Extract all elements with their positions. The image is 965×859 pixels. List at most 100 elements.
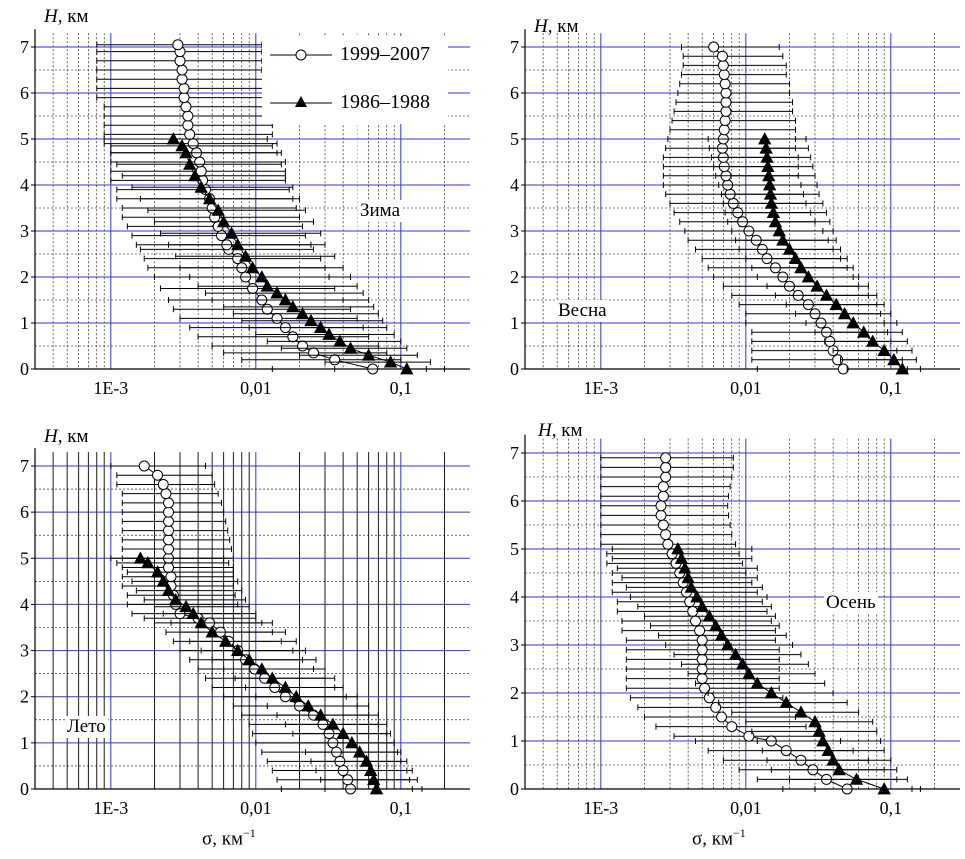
data-point-triangle	[678, 561, 692, 574]
data-point-triangle	[336, 726, 350, 740]
data-point-circle	[271, 312, 283, 324]
y-axis-unit: , км	[551, 420, 583, 441]
y-axis-unit: , км	[547, 16, 579, 37]
data-point-circle	[163, 562, 175, 574]
y-tick-label: 6	[20, 83, 29, 103]
x-axis-unit: , км	[212, 828, 244, 850]
panel-bottom-left: 0 1 2 3 4 5 6 7 1E-3 0,01 0,1	[20, 448, 470, 818]
x-tick-label: 1E-3	[583, 798, 618, 818]
data-point-circle	[174, 55, 186, 67]
x-axis-unit-exponent: −1	[733, 826, 746, 840]
data-point-triangle	[690, 590, 704, 603]
data-point-triangle	[695, 599, 709, 612]
data-point-triangle	[333, 334, 347, 347]
legend-marker-triangle	[270, 96, 332, 107]
x-tick-label: 0,1	[390, 798, 413, 818]
data-point-triangle	[359, 754, 374, 767]
data-point-circle	[696, 634, 708, 646]
data-point-circle	[719, 78, 731, 90]
x-tick-label: 0,01	[240, 798, 272, 818]
data-point-circle	[703, 692, 715, 704]
data-point-triangle	[816, 734, 830, 747]
data-point-circle	[690, 615, 702, 627]
data-point-circle	[720, 105, 732, 117]
data-point-triangle	[714, 628, 729, 641]
data-point-triangle	[684, 580, 698, 593]
data-point-triangle	[295, 306, 310, 320]
data-point-circle	[163, 506, 175, 518]
panel-top-left: 0 1 2 3 4 5 6 7 1E-3 0,01 0,1	[20, 29, 470, 398]
data-point-circle	[726, 721, 738, 733]
y-tick-label: 5	[20, 548, 29, 568]
data-point-triangle	[760, 150, 774, 163]
data-point-triangle	[808, 714, 822, 728]
x-tick-label: 0,1	[880, 798, 903, 818]
data-point-triangle	[849, 772, 864, 785]
x-tick-label: 1E-3	[93, 798, 128, 818]
data-point-circle	[160, 488, 172, 500]
data-point-triangle	[788, 251, 803, 265]
data-point-circle	[657, 519, 669, 531]
data-point-circle	[696, 644, 708, 656]
data-point-triangle	[877, 343, 891, 357]
data-point-triangle	[216, 214, 231, 228]
y-tick-label: 1	[20, 733, 29, 753]
data-point-triangle	[801, 270, 816, 283]
data-point-circle	[743, 730, 755, 742]
data-point-circle	[717, 59, 729, 71]
data-point-triangle	[768, 214, 783, 228]
y-tick-label: 2	[20, 267, 29, 287]
data-point-triangle	[301, 699, 315, 712]
data-point-triangle	[721, 638, 735, 651]
data-point-triangle	[304, 313, 318, 327]
x-axis-variable: σ	[692, 828, 703, 850]
data-point-triangle	[709, 618, 723, 632]
panel-label-winter: Зима	[358, 200, 403, 222]
data-point-triangle	[255, 270, 269, 283]
data-point-triangle	[776, 233, 790, 246]
y-tick-label: 5	[20, 129, 29, 149]
y-tick-label: 5	[510, 129, 519, 149]
data-point-circle	[176, 73, 188, 85]
y-tick-label: 4	[20, 175, 29, 195]
y-tick-label: 0	[20, 359, 29, 379]
data-point-triangle	[242, 652, 256, 666]
data-point-circle	[163, 515, 175, 527]
series-line	[660, 457, 848, 790]
data-point-circle	[716, 50, 728, 62]
data-point-triangle	[762, 168, 776, 182]
data-point-circle	[194, 156, 206, 168]
data-point-triangle	[345, 736, 359, 749]
y-tick-label: 7	[20, 456, 29, 476]
data-point-triangle	[188, 168, 202, 182]
data-point-triangle	[794, 260, 808, 274]
data-point-circle	[718, 124, 730, 136]
y-axis-label-bottom-right: H, км	[538, 420, 583, 442]
y-tick-label: 0	[20, 779, 29, 799]
data-point-circle	[720, 96, 732, 108]
data-point-triangle	[278, 293, 293, 306]
legend-item-1986-1988: 1986–1988	[262, 88, 448, 118]
data-point-circle	[247, 283, 259, 294]
data-point-circle	[165, 571, 177, 583]
data-point-circle	[216, 230, 228, 242]
data-point-triangle	[179, 599, 193, 613]
series-1986-1988	[611, 542, 921, 795]
x-tick-label: 0,01	[730, 798, 762, 818]
data-point-circle	[163, 525, 175, 537]
y-tick-label: 1	[510, 731, 519, 751]
data-point-triangle	[245, 260, 260, 274]
data-point-triangle	[400, 362, 414, 375]
y-tick-label: 3	[20, 641, 29, 661]
data-point-triangle	[255, 662, 269, 675]
y-axis-unit: , км	[57, 426, 89, 447]
y-tick-label: 6	[510, 491, 519, 511]
data-point-triangle	[794, 705, 808, 718]
data-point-triangle	[895, 362, 909, 375]
data-point-circle	[716, 711, 728, 723]
y-axis-label-top-right: H, км	[534, 16, 579, 38]
data-point-circle	[163, 543, 175, 555]
data-point-circle	[182, 110, 194, 122]
data-point-triangle	[313, 708, 328, 721]
